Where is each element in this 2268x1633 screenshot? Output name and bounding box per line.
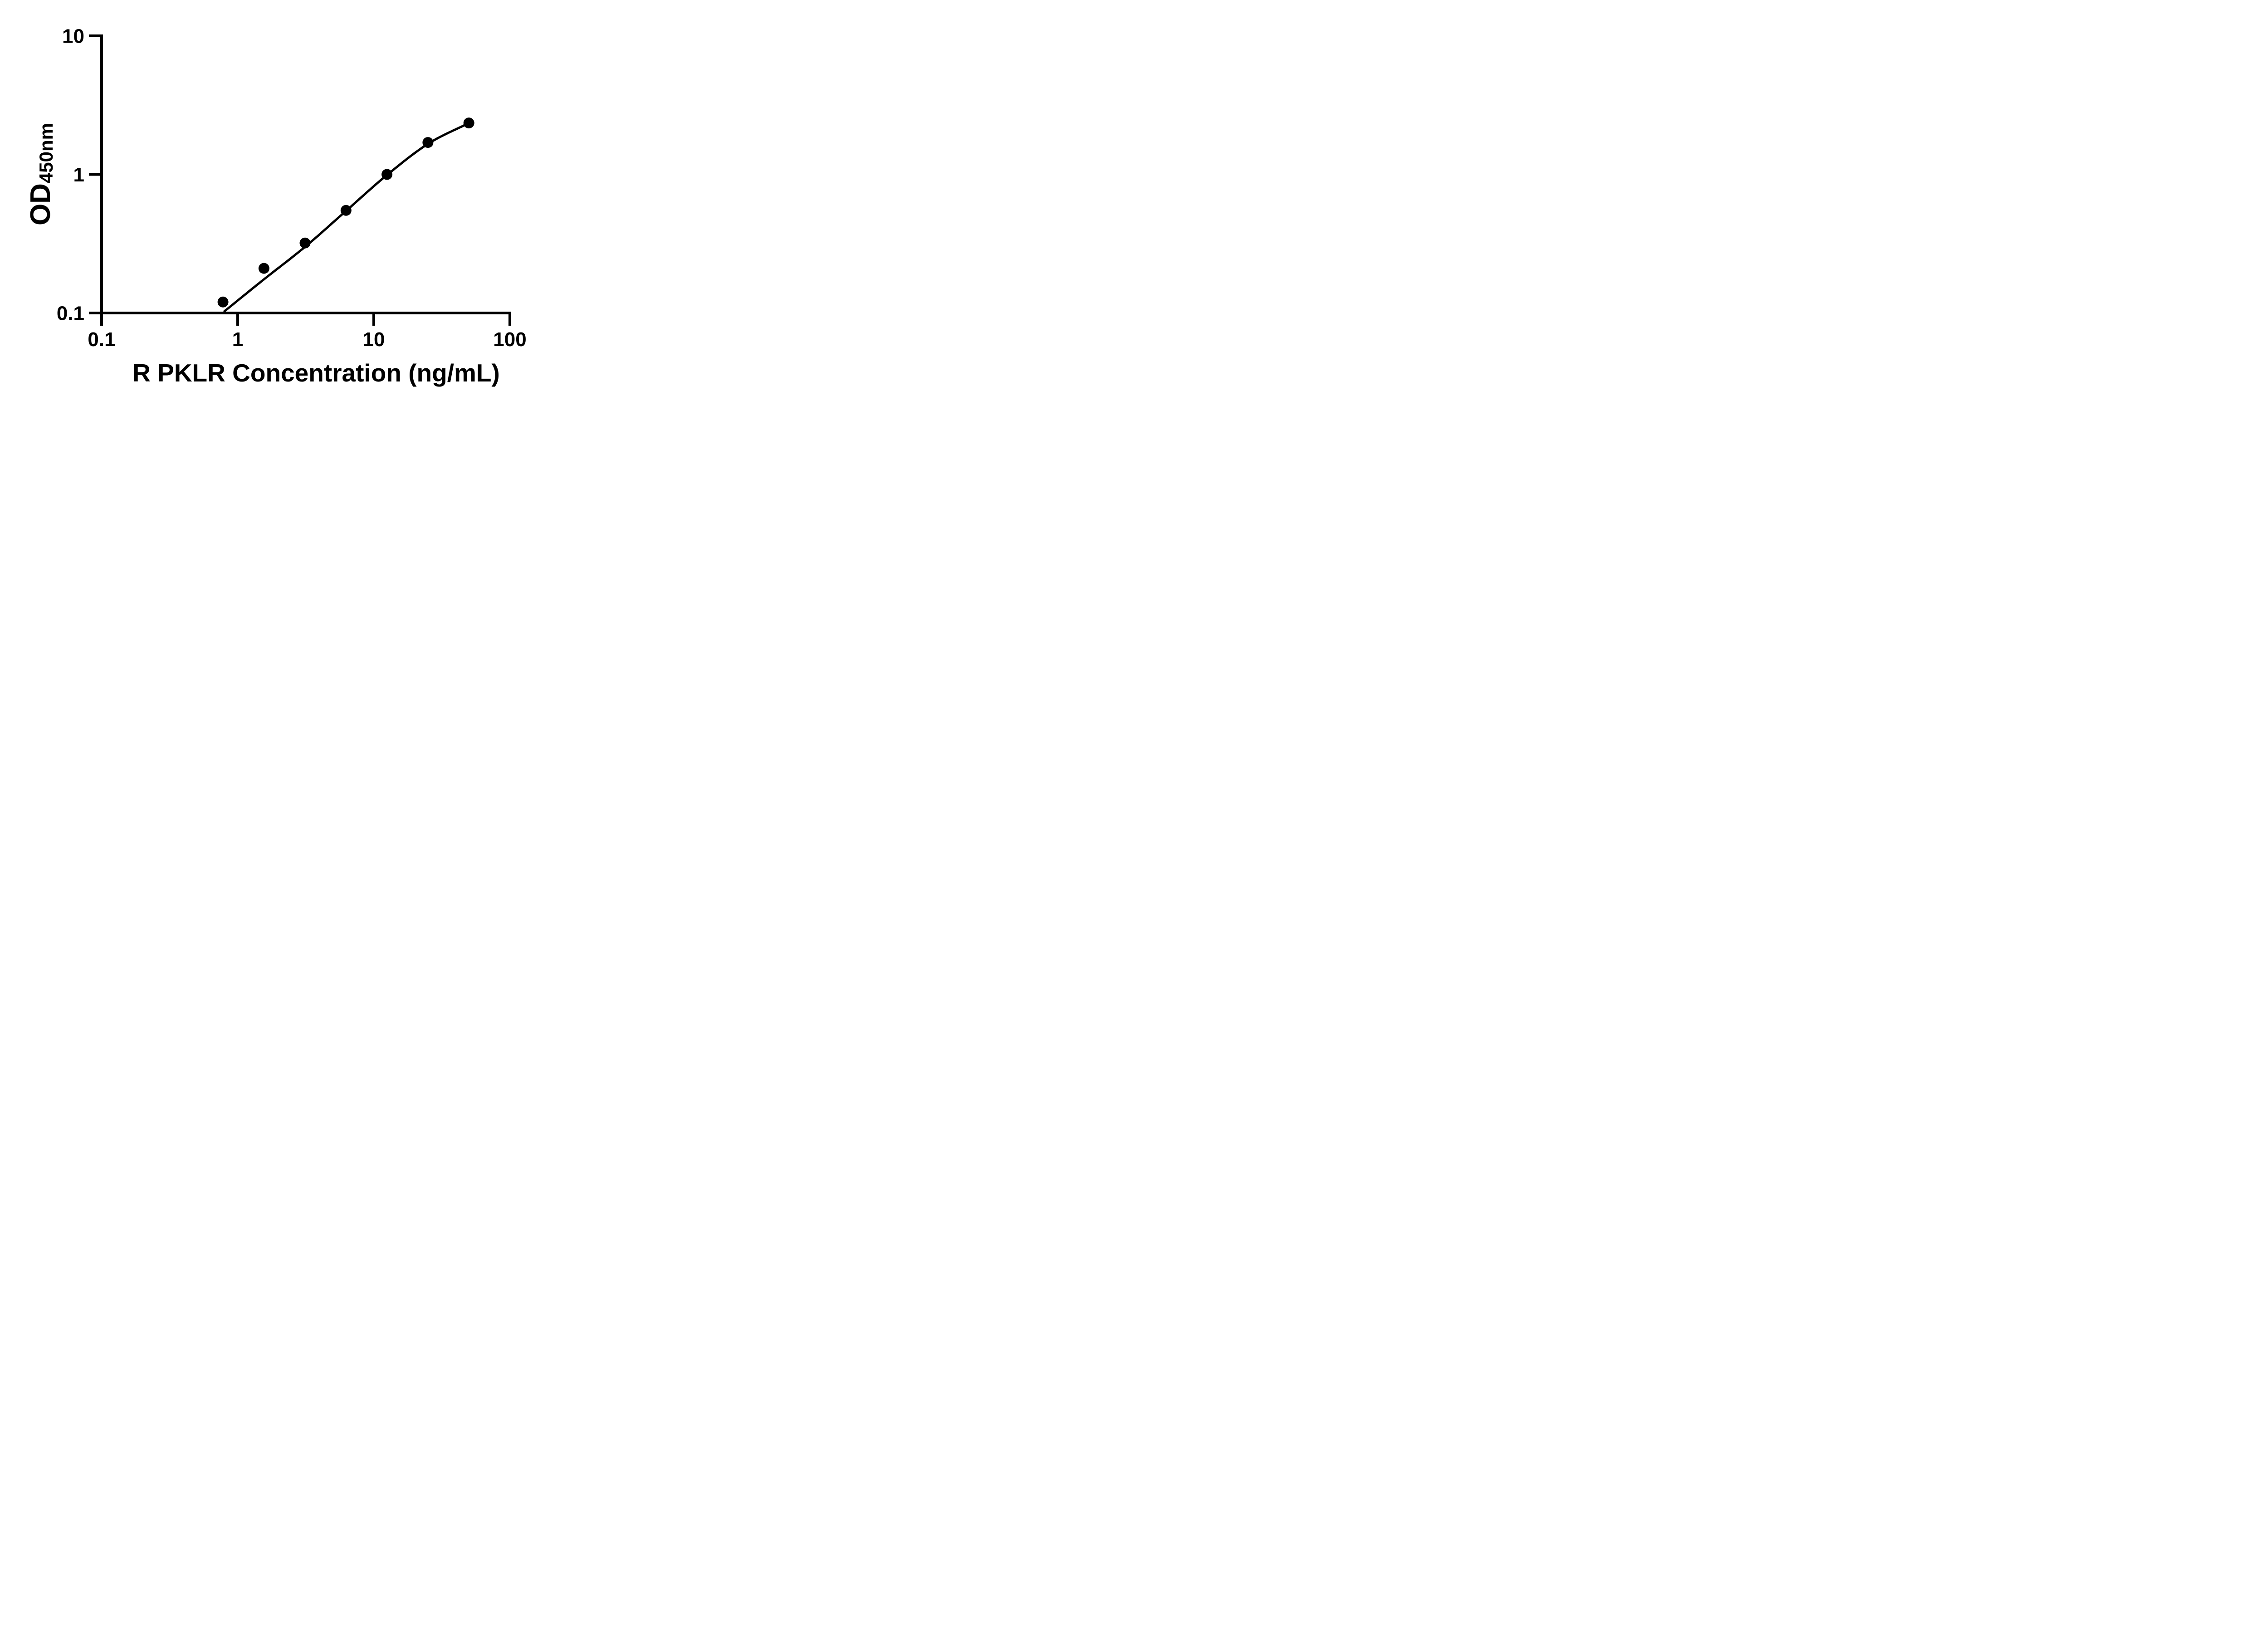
x-tick-label: 100 [493,328,526,351]
data-point [258,263,269,274]
elisa-standard-curve-figure: 0.1 1 10 0.1 1 10 100 OD450nm R PKLR Concentra… [0,0,572,408]
chart-canvas: 0.1 1 10 0.1 1 10 100 [57,25,527,351]
y-axis-title-main: OD [25,183,56,226]
y-tick-label: 1 [73,164,84,186]
x-tick-label: 1 [232,328,243,351]
y-tick-label: 10 [62,25,84,47]
data-point [381,169,393,180]
fit-curve [223,122,470,313]
y-tick-label: 0.1 [57,302,84,324]
y-axis-title: OD450nm [24,0,57,383]
data-point [299,237,311,249]
x-tick-label: 10 [363,328,385,351]
data-point [422,137,434,148]
x-tick-label: 0.1 [88,328,115,351]
data-point [217,296,229,308]
y-axis-title-subscript: 450nm [35,122,57,184]
data-point [340,205,352,216]
x-axis-title: R PKLR Concentration (ng/mL) [132,359,500,387]
data-point [463,117,474,129]
